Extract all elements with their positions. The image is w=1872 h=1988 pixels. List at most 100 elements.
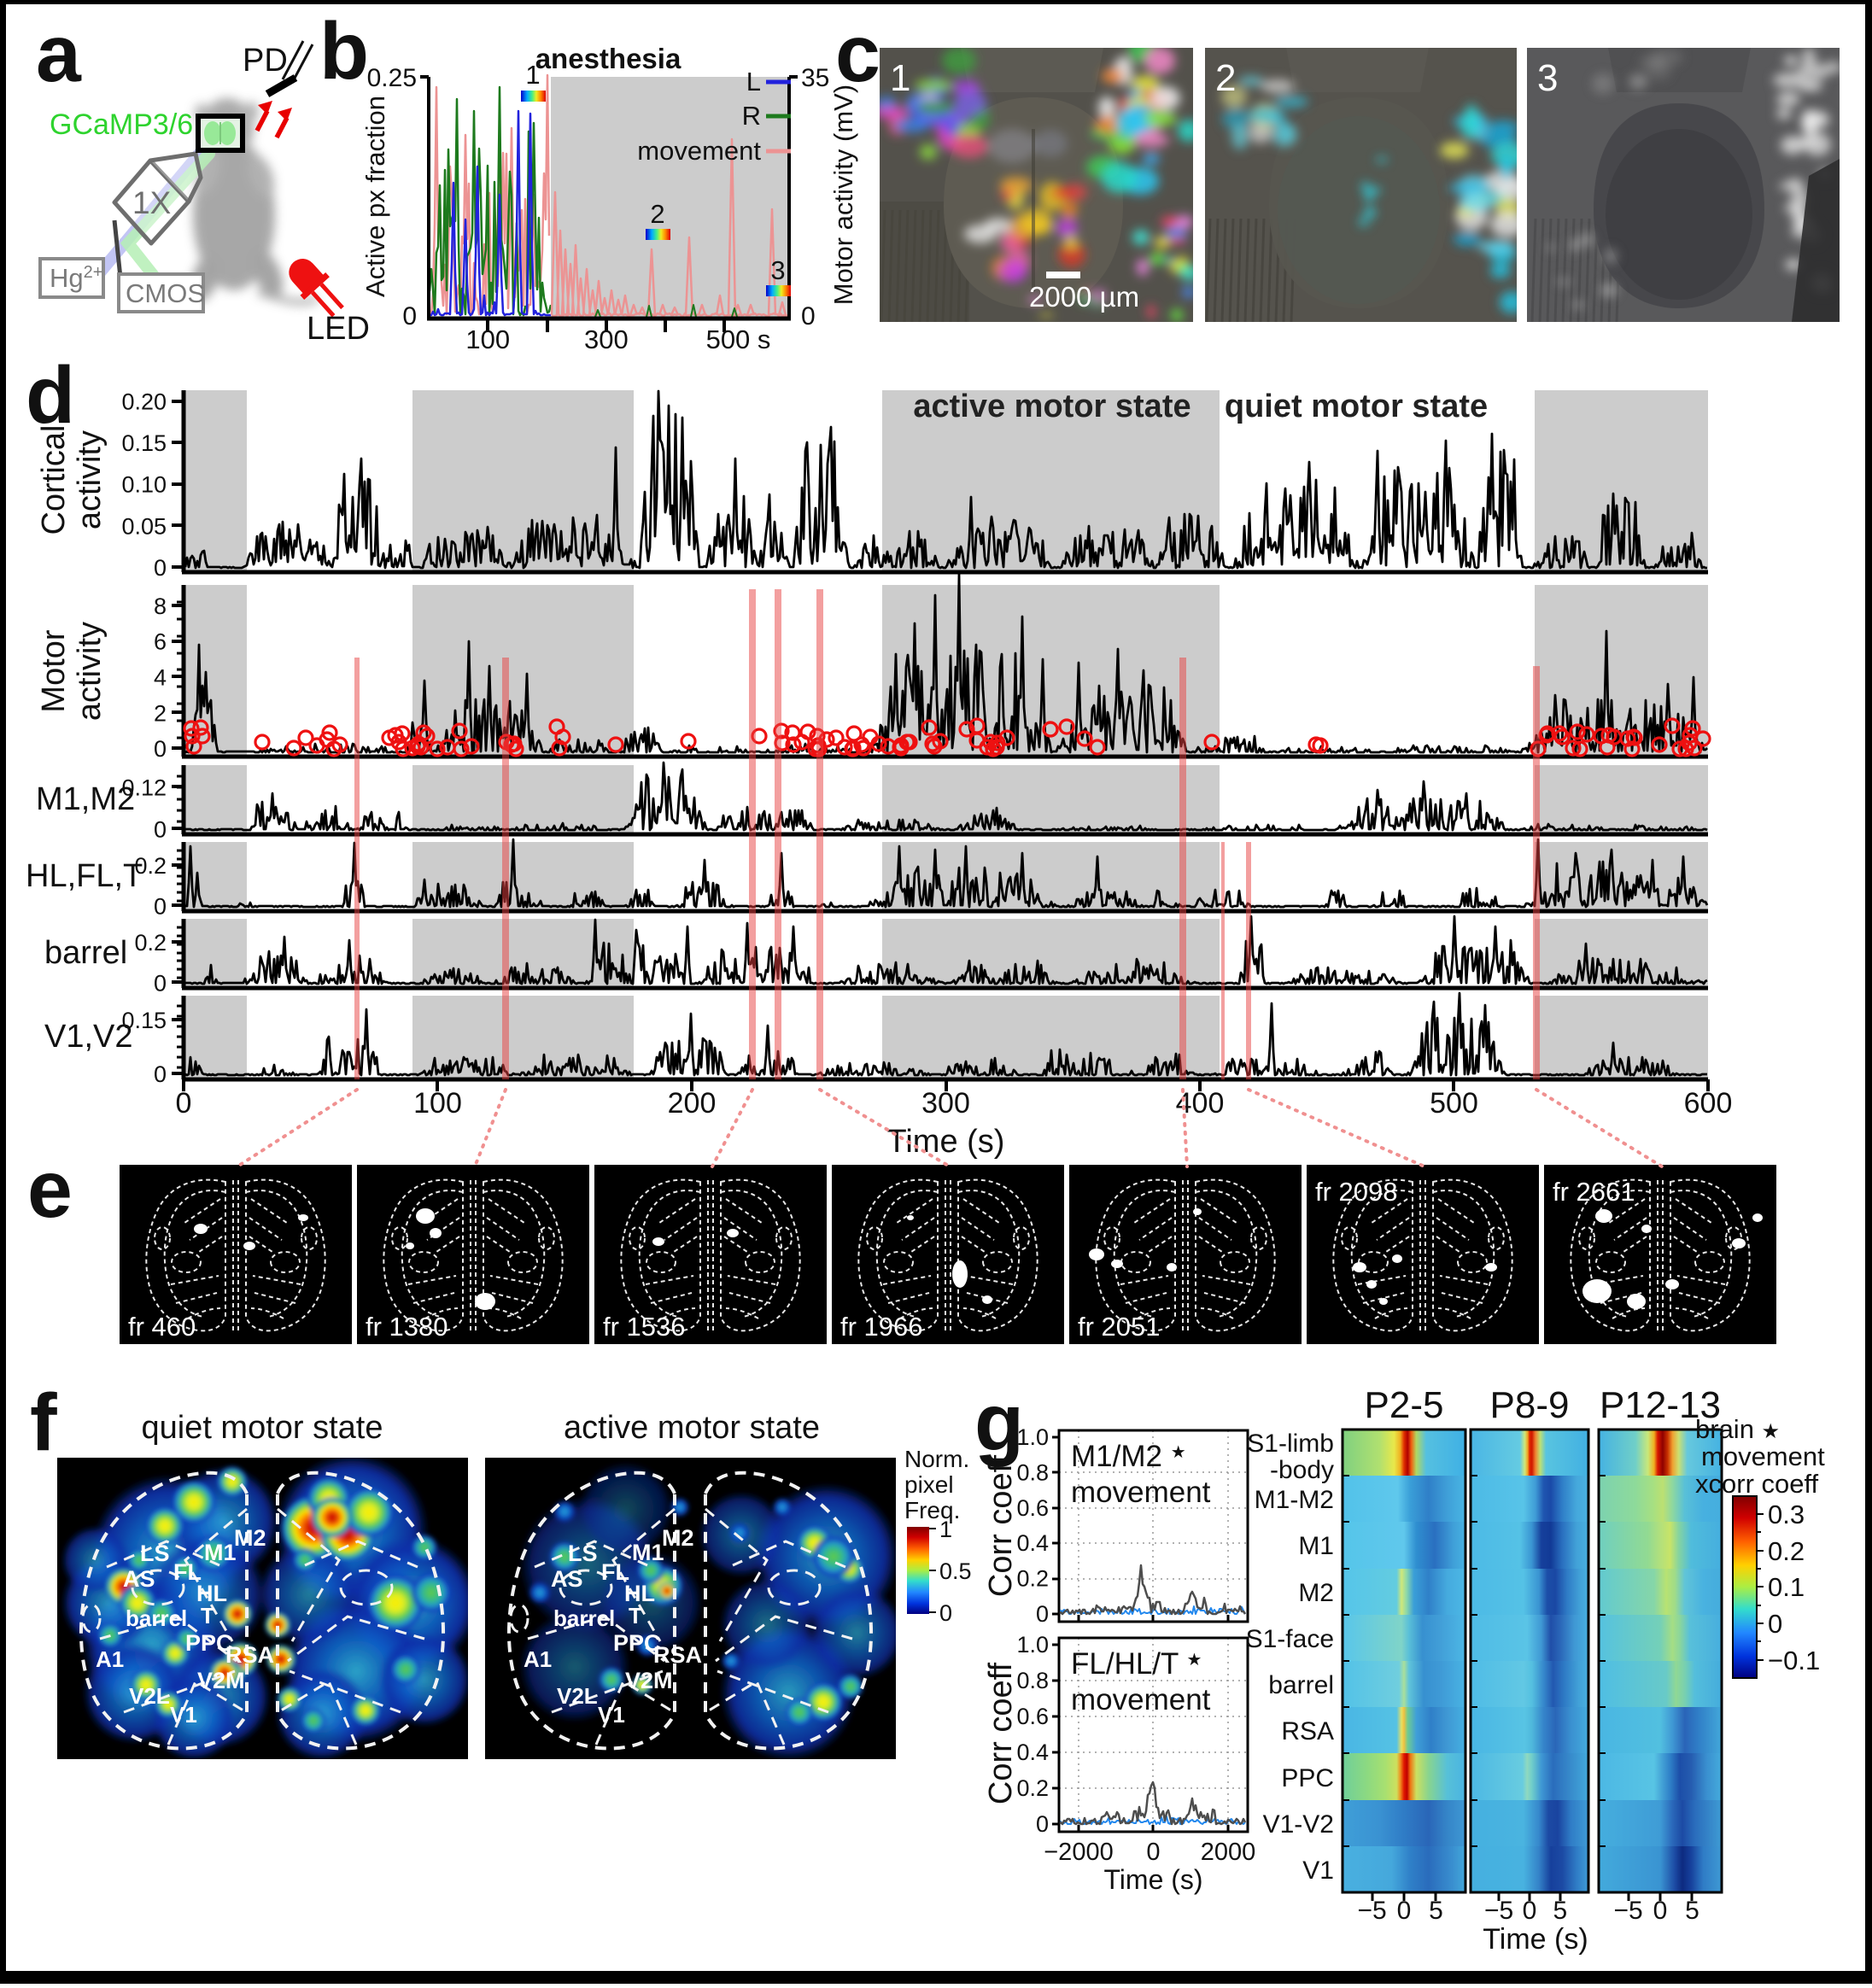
svg-text:V2L: V2L: [129, 1683, 170, 1709]
svg-text:M2: M2: [1298, 1579, 1334, 1607]
svg-text:1.0: 1.0: [1016, 1424, 1049, 1450]
svg-text:P12-13: P12-13: [1600, 1384, 1721, 1426]
svg-text:d: d: [26, 350, 75, 441]
svg-text:2000 µm: 2000 µm: [1029, 281, 1139, 313]
svg-text:V2L: V2L: [557, 1683, 598, 1709]
svg-text:0.5: 0.5: [939, 1558, 972, 1584]
svg-text:0.3: 0.3: [1768, 1500, 1805, 1529]
svg-text:5: 5: [1553, 1897, 1568, 1925]
svg-text:b: b: [319, 6, 369, 96]
svg-text:fr 2661: fr 2661: [1553, 1177, 1635, 1207]
svg-text:M1: M1: [204, 1540, 237, 1565]
svg-text:V2M: V2M: [197, 1668, 245, 1693]
svg-text:−2000: −2000: [1044, 1839, 1113, 1866]
svg-text:V1: V1: [170, 1702, 197, 1728]
svg-text:0.05: 0.05: [121, 513, 167, 539]
svg-text:100: 100: [413, 1087, 462, 1120]
svg-text:100: 100: [465, 325, 510, 354]
svg-text:M2: M2: [234, 1525, 266, 1551]
svg-text:M1: M1: [1298, 1532, 1334, 1560]
svg-text:V2M: V2M: [625, 1668, 673, 1693]
svg-text:movement: movement: [1071, 1476, 1211, 1509]
svg-text:0.6: 0.6: [1016, 1704, 1049, 1729]
svg-text:fr 1380: fr 1380: [366, 1312, 448, 1342]
svg-text:Corr coeff: Corr coeff: [983, 1454, 1019, 1597]
svg-text:−0.1: −0.1: [1768, 1646, 1820, 1675]
svg-text:0.8: 0.8: [1016, 1668, 1049, 1693]
svg-text:3: 3: [770, 255, 785, 285]
svg-text:0.2: 0.2: [1768, 1536, 1805, 1566]
svg-text:RSA: RSA: [225, 1642, 274, 1668]
svg-text:movement: movement: [637, 136, 761, 166]
svg-text:LS: LS: [568, 1541, 598, 1566]
svg-text:5: 5: [1429, 1897, 1443, 1925]
svg-text:fr 460: fr 460: [128, 1312, 196, 1342]
svg-text:S1-face: S1-face: [1246, 1625, 1334, 1653]
svg-text:2: 2: [1215, 57, 1236, 99]
svg-text:e: e: [27, 1144, 73, 1235]
svg-text:8: 8: [154, 593, 167, 619]
svg-text:35: 35: [801, 64, 829, 92]
svg-text:2: 2: [650, 199, 664, 229]
svg-text:0: 0: [154, 816, 167, 842]
svg-text:RSA: RSA: [1281, 1717, 1334, 1745]
svg-text:Time (s): Time (s): [887, 1124, 1005, 1160]
svg-text:Time (s): Time (s): [1103, 1864, 1202, 1895]
svg-text:0: 0: [1036, 1811, 1049, 1837]
svg-text:PPC: PPC: [185, 1630, 233, 1656]
svg-text:pixel: pixel: [904, 1471, 954, 1498]
svg-text:movement: movement: [1701, 1441, 1825, 1471]
svg-text:1.0: 1.0: [1016, 1632, 1049, 1658]
svg-text:0: 0: [176, 1087, 192, 1120]
svg-text:CMOS: CMOS: [126, 278, 205, 308]
svg-text:FL: FL: [173, 1559, 202, 1585]
svg-text:quiet motor state: quiet motor state: [141, 1410, 383, 1446]
svg-text:0.20: 0.20: [121, 389, 167, 415]
svg-text:PD: PD: [243, 43, 288, 79]
svg-text:0: 0: [154, 555, 167, 581]
svg-text:P8-9: P8-9: [1490, 1384, 1570, 1426]
svg-text:0.2: 0.2: [134, 930, 167, 956]
svg-text:xcorr coeff: xcorr coeff: [1695, 1469, 1819, 1499]
svg-text:P2-5: P2-5: [1365, 1384, 1444, 1426]
svg-text:0.4: 0.4: [1016, 1740, 1049, 1765]
svg-text:a: a: [36, 9, 82, 99]
svg-text:1: 1: [939, 1517, 952, 1542]
svg-text:V1: V1: [598, 1702, 625, 1728]
svg-text:A1: A1: [96, 1646, 124, 1672]
svg-text:0: 0: [939, 1600, 952, 1626]
svg-text:0.2: 0.2: [1016, 1775, 1049, 1801]
svg-text:−5: −5: [1484, 1897, 1513, 1925]
svg-text:anesthesia: anesthesia: [535, 43, 682, 74]
svg-text:5: 5: [1685, 1897, 1699, 1925]
svg-text:1X: 1X: [132, 185, 171, 220]
svg-text:300: 300: [921, 1087, 970, 1120]
svg-text:600: 600: [1684, 1087, 1733, 1120]
svg-text:0.2: 0.2: [134, 853, 167, 879]
svg-text:0.15: 0.15: [121, 1008, 167, 1033]
svg-text:3: 3: [1537, 57, 1558, 99]
svg-text:Norm.: Norm.: [904, 1446, 969, 1472]
svg-text:-body: -body: [1270, 1456, 1334, 1484]
svg-text:T: T: [629, 1603, 642, 1628]
svg-text:0: 0: [1146, 1839, 1160, 1866]
svg-text:RSA: RSA: [653, 1642, 702, 1668]
svg-text:HL: HL: [624, 1581, 655, 1606]
svg-text:LED: LED: [307, 311, 370, 347]
svg-text:−5: −5: [1613, 1897, 1642, 1925]
svg-text:activity: activity: [72, 430, 108, 529]
svg-text:Freq.: Freq.: [904, 1497, 960, 1523]
svg-text:0.1: 0.1: [1768, 1572, 1805, 1602]
svg-text:1: 1: [890, 57, 910, 99]
svg-text:f: f: [30, 1377, 57, 1468]
svg-text:Motor: Motor: [36, 629, 72, 712]
svg-text:fr 1966: fr 1966: [840, 1312, 923, 1342]
svg-text:LS: LS: [140, 1541, 170, 1566]
svg-text:0.6: 0.6: [1016, 1495, 1049, 1521]
svg-text:HL,FL,T: HL,FL,T: [26, 858, 143, 894]
svg-text:0.8: 0.8: [1016, 1459, 1049, 1485]
svg-text:0: 0: [1523, 1897, 1537, 1925]
svg-text:0: 0: [154, 1061, 167, 1087]
svg-text:barrel: barrel: [126, 1605, 187, 1631]
svg-text:6: 6: [154, 629, 167, 655]
